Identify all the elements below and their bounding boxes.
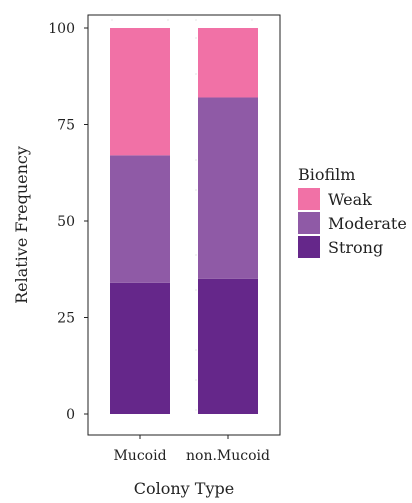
panel-dot [167,19,169,21]
bar-segment-weak [198,28,258,98]
panel-dot [195,73,197,75]
bar-segment-moderate [110,155,170,283]
bar-segment-strong [110,282,170,414]
y-tick-label: 100 [48,21,75,37]
legend-label-moderate: Moderate [328,214,407,233]
panel-dot [195,409,197,411]
x-tick-label: non.Mucoid [186,448,270,464]
legend-swatch-moderate [298,212,320,234]
legend-swatch-strong [298,236,320,258]
panel-dot [195,159,197,161]
y-tick-label: 75 [57,118,75,134]
legend: Biofilm Weak Moderate Strong [298,165,407,258]
y-tick-label: 0 [66,407,75,423]
y-tick-label: 25 [57,311,75,327]
x-axis-title: Colony Type [134,479,234,498]
panel-dot [195,349,197,351]
panel-dot [251,19,253,21]
y-axis-title: Relative Frequency [12,146,31,304]
bar-segment-weak [110,28,170,156]
panel-dot [195,289,197,291]
panel-dot [195,254,197,256]
y-tick-label: 50 [57,214,75,230]
legend-title: Biofilm [298,165,355,184]
panel-dot [195,19,197,21]
panel-dot [195,379,197,381]
bars-group [110,28,258,414]
bar-segment-moderate [198,97,258,279]
x-tick-label: Mucoid [113,448,166,464]
y-axis: 0 25 50 75 100 [48,21,88,423]
legend-swatch-weak [298,188,320,210]
panel-dot [195,189,197,191]
legend-label-strong: Strong [328,238,383,257]
panel-dot [195,37,197,39]
x-axis: Mucoid non.Mucoid [113,435,270,464]
legend-label-weak: Weak [328,190,372,209]
bar-segment-strong [198,278,258,414]
panel-dot [111,19,113,21]
